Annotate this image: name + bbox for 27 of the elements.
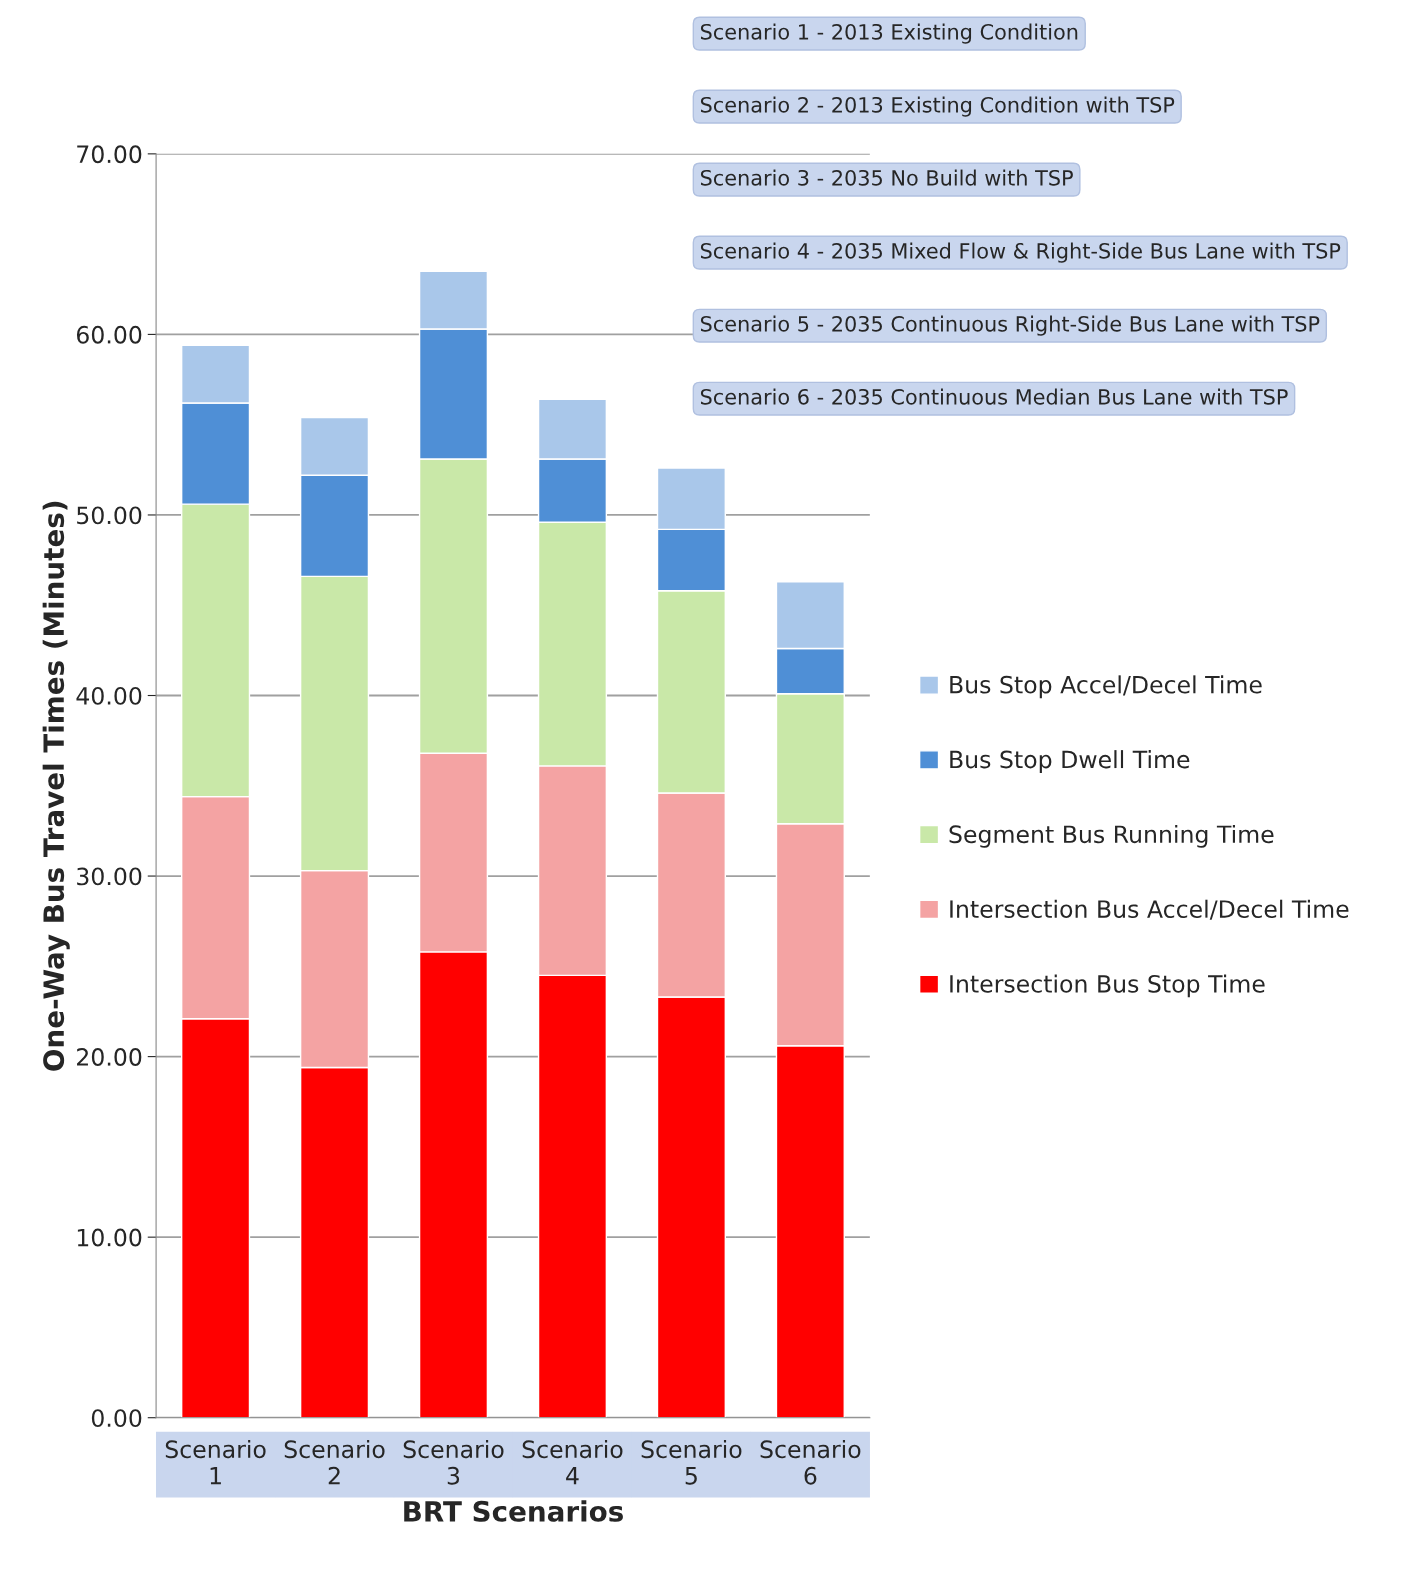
text: Scenario 1 - 2013 Existing Condition: [700, 23, 1078, 44]
legend-label: Bus Stop Accel/Decel Time: [950, 675, 1262, 699]
x-axis-title: BRT Scenarios: [404, 1500, 623, 1522]
x-tick-label: Scenario 1: [165, 1439, 266, 1485]
y-axis-title: One-Way Bus Travel Times (Minutes): [42, 501, 70, 1071]
y-tick-label: 20.00: [77, 1048, 142, 1066]
legend-label: Bus Stop Dwell Time: [950, 750, 1190, 773]
y-tick-label: 70.00: [77, 145, 142, 164]
legend-label: Segment Bus Running Time: [949, 824, 1274, 848]
y-tick-label: 50.00: [77, 506, 142, 525]
annotation: Scenario 6 - 2035 Continuous Median Bus Lane with TSP: [700, 388, 1288, 405]
y-tick-label: 0.00: [91, 1409, 142, 1428]
x-tick-label: Scenario 5: [641, 1439, 742, 1485]
legend-label: Intersection Bus Stop Time: [950, 974, 1265, 998]
legend-label: Intersection Bus Accel/Decel Time: [950, 899, 1349, 920]
y-tick-label: 30.00: [77, 867, 142, 886]
text: Scenario 2 - 2013 Existing Condition with TSP: [700, 96, 1175, 117]
x-tick-label: Scenario 3: [403, 1439, 504, 1485]
y-tick-label: 10.00: [77, 1228, 142, 1247]
annotation: Scenario 4 - 2035 Mixed Flow & Right-Side Bus Lane with TSP: [700, 242, 1341, 263]
y-tick-label: 60.00: [76, 325, 142, 344]
y-tick-label: 40.00: [76, 686, 142, 705]
x-tick-label: Scenario 2: [284, 1439, 385, 1485]
x-tick-label: Scenario 6: [760, 1439, 861, 1485]
annotation: Scenario 5 - 2035 Continuous Right-Side Bus Lane with TSP: [700, 315, 1320, 336]
x-tick-label: Scenario 4: [522, 1439, 623, 1485]
annotation: Scenario 3 - 2035 No Build with TSP: [700, 169, 1073, 186]
